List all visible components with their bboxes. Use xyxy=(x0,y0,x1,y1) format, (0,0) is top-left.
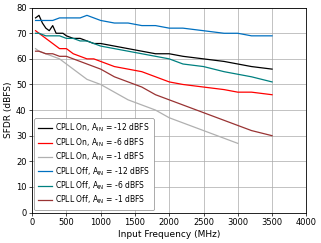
Legend: CPLL On, A$_{{\rm IN}}$ = -12 dBFS, CPLL On, A$_{{\rm IN}}$ = -6 dBFS, CPLL On, : CPLL On, A$_{{\rm IN}}$ = -12 dBFS, CPLL… xyxy=(34,118,154,210)
X-axis label: Input Frequency (MHz): Input Frequency (MHz) xyxy=(118,230,221,239)
Y-axis label: SFDR (dBFS): SFDR (dBFS) xyxy=(4,82,13,138)
